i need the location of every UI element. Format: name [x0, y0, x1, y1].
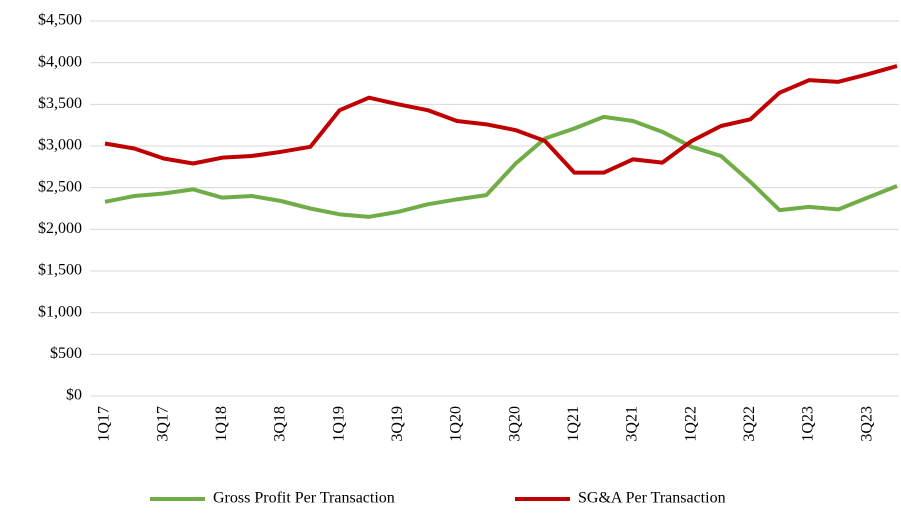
y-tick-label: $4,500 [38, 12, 82, 29]
x-tick-label: 3Q20 [506, 406, 523, 442]
legend-label: SG&A Per Transaction [578, 490, 726, 507]
x-tick-label: 1Q20 [448, 406, 465, 442]
x-tick-label: 1Q17 [96, 406, 113, 442]
x-tick-label: 1Q19 [330, 406, 347, 442]
series-line [104, 114, 898, 219]
x-tick-label: 1Q21 [565, 406, 582, 442]
x-tick-label: 1Q22 [682, 406, 699, 442]
x-tick-label: 3Q18 [272, 406, 289, 442]
y-tick-label: $0 [66, 387, 82, 404]
x-tick-label: 3Q23 [858, 406, 875, 442]
y-tick-label: $4,000 [38, 53, 82, 70]
series-line [104, 64, 898, 175]
x-tick-label: 1Q23 [800, 406, 817, 442]
y-tick-label: $1,500 [38, 262, 82, 279]
y-tick-label: $3,000 [38, 137, 82, 154]
x-tick-label: 1Q18 [213, 406, 230, 442]
y-tick-label: $2,000 [38, 220, 82, 237]
legend-label: Gross Profit Per Transaction [213, 490, 395, 507]
y-tick-label: $1,000 [38, 303, 82, 320]
y-tick-label: $500 [50, 345, 82, 362]
x-tick-label: 3Q22 [741, 406, 758, 442]
x-tick-label: 3Q17 [154, 406, 171, 442]
y-tick-label: $3,500 [38, 95, 82, 112]
y-tick-label: $2,500 [38, 178, 82, 195]
x-tick-label: 3Q19 [389, 406, 406, 442]
x-tick-label: 3Q21 [624, 406, 641, 442]
